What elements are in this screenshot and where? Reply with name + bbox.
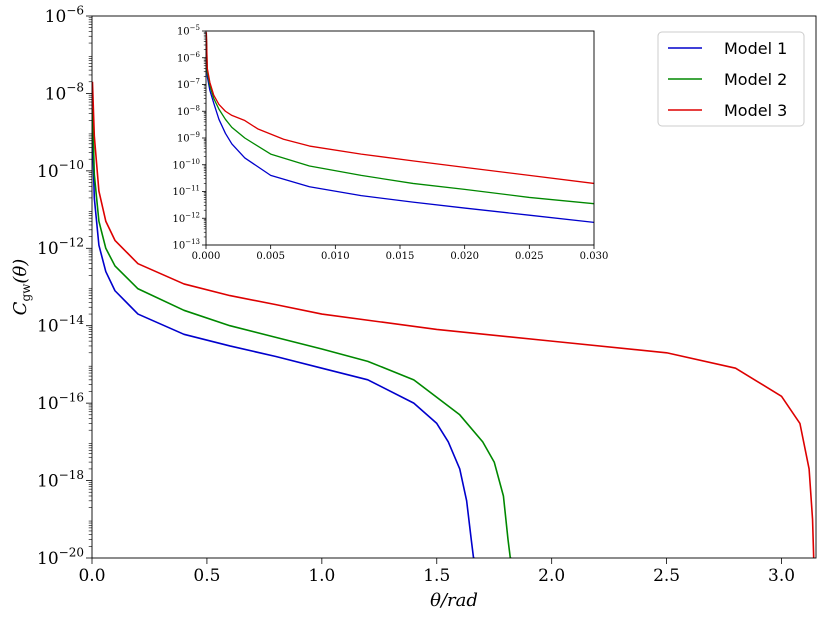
inset-ytick-label: 10−12 <box>172 211 200 225</box>
main-series-model-1 <box>92 132 475 558</box>
legend-label-model-3: Model 3 <box>724 101 787 120</box>
main-ytick-label-base: 10 <box>37 317 59 337</box>
main-ytick-label: 10−20 <box>37 545 84 569</box>
main-xtick-label: 2.0 <box>538 566 565 586</box>
inset-ytick-label: 10−11 <box>172 185 200 199</box>
main-ytick-label: 10−8 <box>45 81 84 105</box>
inset-xtick-label: 0.030 <box>580 251 609 262</box>
inset-plot: 0.000 0.005 0.010 0.015 0.020 0.025 0.03010−13… <box>172 24 608 262</box>
main-ytick-label: 10−6 <box>45 3 84 27</box>
main-ytick-label-base: 10 <box>37 472 59 492</box>
inset-ytick-label-exp: −5 <box>190 24 200 32</box>
main-ytick-label-base: 10 <box>37 162 59 182</box>
main-series-model-2 <box>92 108 512 558</box>
main-ytick-label-exp: −8 <box>66 81 84 95</box>
main-ytick-label: 10−14 <box>37 313 84 337</box>
inset-ytick-label: 10−8 <box>177 104 200 118</box>
inset-ytick-label-base: 10 <box>177 80 190 91</box>
inset-series-model-2 <box>206 35 594 205</box>
inset-ytick-label-exp: −9 <box>190 131 200 139</box>
inset-ytick-label-exp: −11 <box>185 185 200 193</box>
main-ytick-label-base: 10 <box>45 84 67 104</box>
main-xtick-label: 1.0 <box>308 566 335 586</box>
inset-ytick-label: 10−7 <box>177 78 200 92</box>
inset-xtick-label: 0.010 <box>321 251 350 262</box>
inset-ytick-label: 10−5 <box>177 24 200 38</box>
inset-ytick-label-exp: −8 <box>190 104 200 112</box>
legend-label-model-1: Model 1 <box>724 39 787 58</box>
main-plot: 0.0 0.5 1.0 1.5 2.0 2.5 3.010−2010−1810−1610−1… <box>10 3 817 611</box>
y-axis-label-tail: (θ) <box>10 259 31 284</box>
main-ytick-label-base: 10 <box>37 549 59 569</box>
inset-xtick-label: 0.000 <box>192 251 221 262</box>
inset-ytick-label: 10−9 <box>177 131 200 145</box>
main-ytick-label-exp: −10 <box>59 158 84 172</box>
main-xtick-label: 3.0 <box>768 566 795 586</box>
y-axis-label: Cgw(θ) <box>10 259 33 316</box>
inset-series-model-3 <box>206 32 594 185</box>
inset-ytick-label-base: 10 <box>177 53 190 64</box>
main-xtick-label: 0.5 <box>193 566 220 586</box>
inset-xtick-label: 0.005 <box>256 251 285 262</box>
inset-ytick-label-base: 10 <box>177 27 190 38</box>
main-ytick-label-exp: −20 <box>59 545 84 559</box>
legend-label-model-2: Model 2 <box>724 70 787 89</box>
inset-ytick-label-exp: −7 <box>190 78 200 86</box>
main-xtick-label: 0.0 <box>78 566 105 586</box>
main-ytick-label-exp: −14 <box>59 313 85 327</box>
main-frame <box>91 15 817 559</box>
inset-ytick-label-base: 10 <box>177 134 190 145</box>
inset-xtick-label: 0.015 <box>386 251 415 262</box>
main-ytick-label-base: 10 <box>37 394 59 414</box>
inset-xtick-label: 0.020 <box>450 251 479 262</box>
main-ytick-label-base: 10 <box>37 239 59 259</box>
main-xtick-label: 1.5 <box>423 566 450 586</box>
inset-ytick-label-base: 10 <box>172 160 185 171</box>
x-axis-label: θ/rad <box>430 590 478 611</box>
main-ytick-label-exp: −16 <box>59 390 84 404</box>
main-xtick-label: 2.5 <box>653 566 680 586</box>
main-ytick-label-exp: −18 <box>59 468 84 482</box>
inset-ytick-label-base: 10 <box>172 214 185 225</box>
main-ytick-label: 10−18 <box>37 468 84 492</box>
y-axis-label-sub: gw <box>19 283 33 302</box>
inset-ytick-label: 10−6 <box>177 51 201 65</box>
inset-ytick-label-base: 10 <box>177 107 190 118</box>
inset-ytick-label: 10−13 <box>172 238 200 252</box>
main-ytick-label-base: 10 <box>45 7 67 27</box>
main-ytick-label-exp: −6 <box>66 3 84 17</box>
inset-ytick-label: 10−10 <box>172 158 200 172</box>
main-series-model-3 <box>92 81 815 558</box>
inset-ytick-label-exp: −13 <box>185 238 200 246</box>
main-ytick-label: 10−10 <box>37 158 84 182</box>
main-ytick-label: 10−16 <box>37 390 84 414</box>
legend-box <box>657 31 805 127</box>
inset-frame <box>205 30 595 246</box>
inset-series-model-1 <box>206 39 594 224</box>
inset-ytick-label-exp: −6 <box>190 51 201 59</box>
y-axis-label-main: C <box>10 301 31 315</box>
main-ytick-label-exp: −12 <box>59 236 84 250</box>
inset-ytick-label-base: 10 <box>172 241 185 252</box>
inset-ytick-label-exp: −12 <box>185 211 200 219</box>
inset-ytick-label-base: 10 <box>172 187 185 198</box>
main-ytick-label: 10−12 <box>37 236 84 260</box>
inset-xtick-label: 0.025 <box>515 251 544 262</box>
inset-background <box>206 31 594 245</box>
legend: Model 1 Model 2 Model 3 <box>657 31 805 127</box>
inset-ytick-label-exp: −10 <box>185 158 200 166</box>
